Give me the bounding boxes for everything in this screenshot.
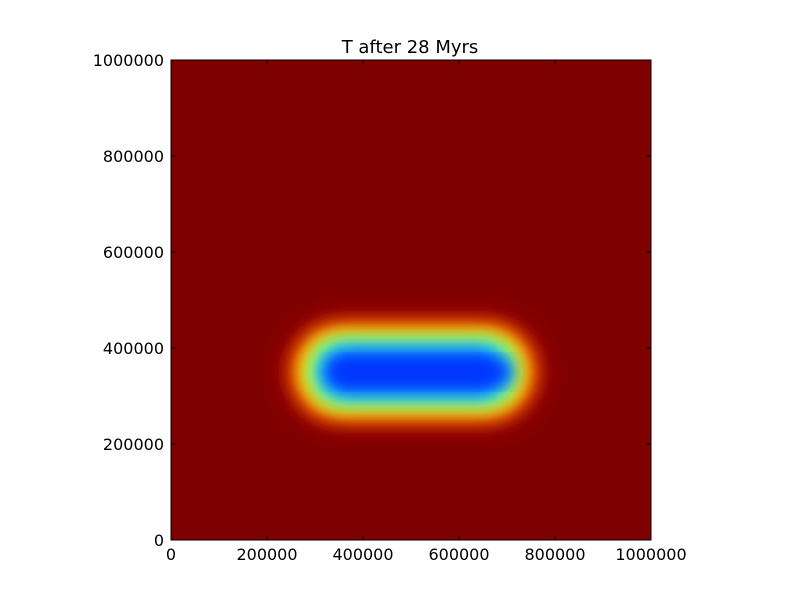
anomaly-core <box>329 362 512 382</box>
plot-frame <box>170 59 652 541</box>
temperature-anomaly <box>291 324 536 420</box>
y-tick-label: 1000000 <box>93 51 164 70</box>
x-tick-label: 1000000 <box>615 545 686 564</box>
y-axis: 0 200000 400000 600000 800000 1000000 <box>93 51 651 550</box>
x-tick-label: 800000 <box>524 545 585 564</box>
x-tick-label: 600000 <box>428 545 489 564</box>
y-tick-label: 0 <box>154 531 164 550</box>
x-tick-label: 200000 <box>236 545 297 564</box>
x-axis: 0 200000 400000 600000 800000 1000000 <box>166 60 687 564</box>
heatmap-background <box>171 60 651 540</box>
plot-area <box>171 60 651 540</box>
y-tick-label: 600000 <box>103 243 164 262</box>
chart-title: T after 28 Myrs <box>341 37 479 58</box>
x-tick-label: 400000 <box>332 545 393 564</box>
y-tick-label: 400000 <box>103 339 164 358</box>
x-tick-label: 0 <box>166 545 176 564</box>
y-tick-label: 200000 <box>103 435 164 454</box>
y-tick-label: 800000 <box>103 147 164 166</box>
